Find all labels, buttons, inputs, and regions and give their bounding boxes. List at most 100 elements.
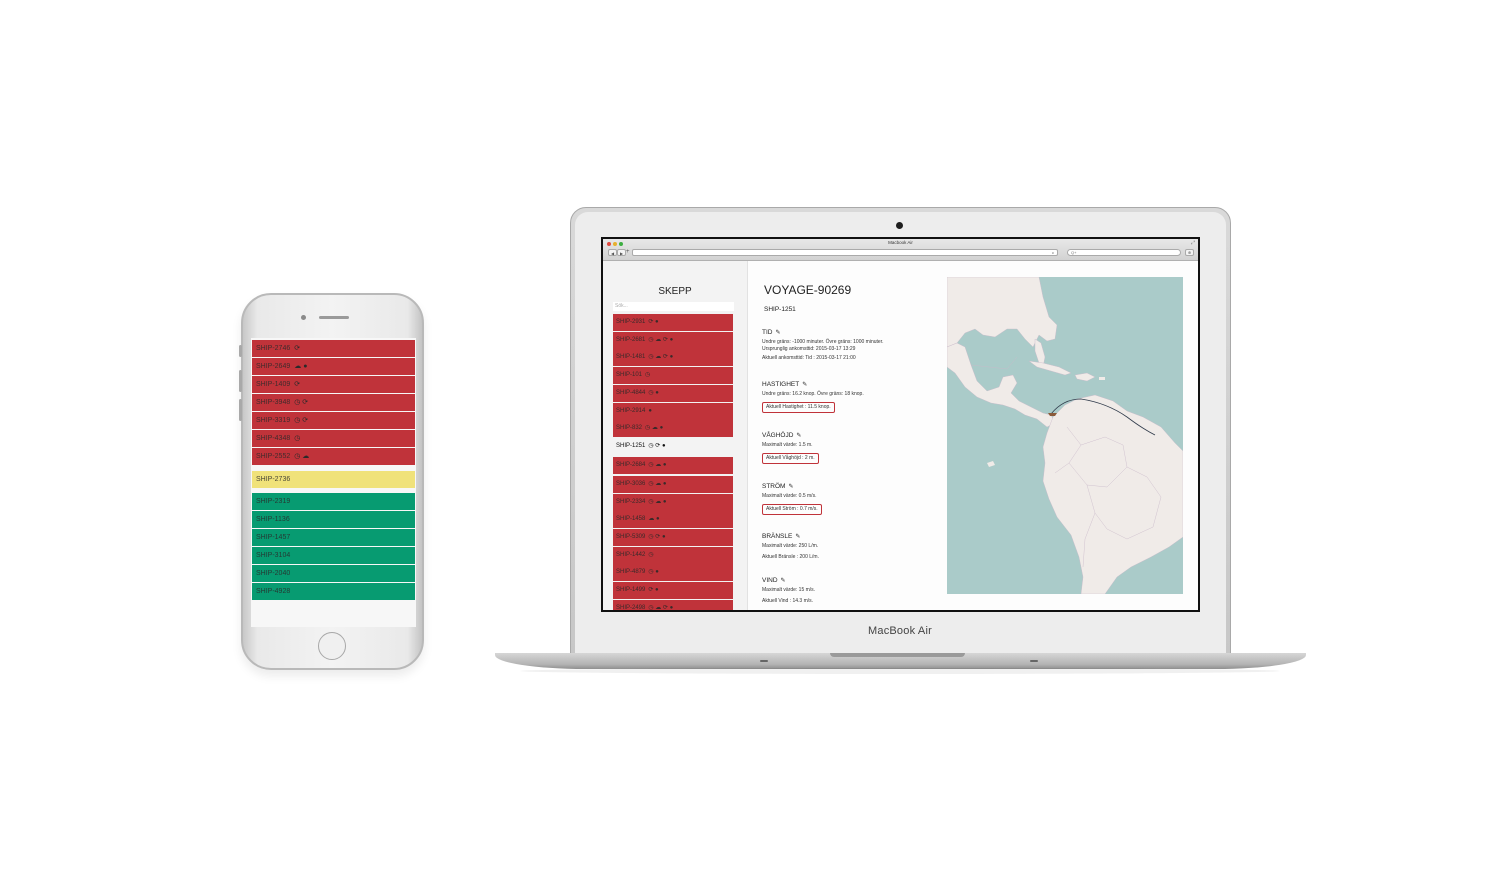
fullscreen-icon[interactable]: ⤢ [1190, 240, 1195, 246]
ship-label: SHIP-1442 [616, 551, 646, 558]
ship-label: SHIP-2931 [616, 319, 646, 325]
sidebar-ship-row[interactable]: SHIP-2334 ◷ ☁ ● [613, 493, 733, 511]
status-icons: ◷ ☁ ● [648, 498, 667, 505]
section-text: Maximalt värde: 15 m/s. [762, 587, 816, 593]
sidebar-ship-row[interactable]: SHIP-832 ◷ ☁ ● [613, 420, 733, 438]
mute-switch [239, 345, 242, 357]
status-icons: ⟳ [294, 345, 301, 352]
section-text: Undre gräns: -1000 minuter. Övre gräns: … [762, 339, 884, 345]
phone-ship-row[interactable]: SHIP-3104 [252, 547, 415, 564]
section-heading-text: VIND [762, 577, 778, 584]
sidebar-ship-row[interactable]: SHIP-2498 ◷ ☁ ⟳ ● [613, 599, 733, 610]
phone-ship-row[interactable]: SHIP-4928 [252, 583, 415, 600]
galapagos-land [987, 461, 995, 467]
phone-ship-row[interactable]: SHIP-2040 [252, 565, 415, 582]
section-heading: HASTIGHET ✎ [762, 381, 807, 388]
sidebar-ship-row[interactable]: SHIP-2914 ● [613, 402, 733, 420]
volume-up-button [239, 370, 242, 392]
ship-label: SHIP-1499 [616, 587, 646, 594]
section-heading-text: TID [762, 329, 773, 336]
ship-label: SHIP-3319 [256, 417, 291, 424]
ship-search-input[interactable]: Sök... [613, 302, 734, 311]
status-icons: ◷ ● [648, 389, 659, 396]
phone-ship-row[interactable]: SHIP-2649 ☁ ● [252, 358, 415, 375]
minimize-window-button[interactable] [613, 242, 617, 246]
ship-marker-icon[interactable] [1048, 413, 1057, 416]
phone-ship-row[interactable]: SHIP-4348 ◷ [252, 430, 415, 447]
status-icons: ◷ ☁ [294, 453, 310, 460]
forward-button[interactable]: ▶ [617, 249, 626, 256]
route-map[interactable] [947, 277, 1183, 594]
sidebar-ship-row[interactable]: SHIP-2931 ⟳ ● [613, 314, 733, 331]
sidebar-ship-row[interactable]: SHIP-4844 ◷ ● [613, 384, 733, 402]
sidebar-ship-row[interactable]: SHIP-5309 ◷ ⟳ ● [613, 529, 733, 546]
ship-label: SHIP-1251 [616, 442, 646, 449]
iphone-device: SHIP-2746 ⟳ SHIP-2649 ☁ ● SHIP-1409 ⟳ SHIP-394… [239, 293, 424, 670]
pencil-icon[interactable]: ✎ [775, 330, 781, 336]
ship-label: SHIP-4348 [256, 435, 291, 442]
voyage-route-line [1050, 398, 1156, 436]
section-text: Aktuell ankomsttid: Tid : 2015-03-17 21:… [762, 355, 856, 361]
status-icons: ◷ ⟳ ● [648, 442, 666, 449]
phone-ship-row[interactable]: SHIP-2319 [252, 493, 415, 510]
phone-ship-row[interactable]: SHIP-1409 ⟳ [252, 376, 415, 393]
pencil-icon[interactable]: ✎ [795, 534, 801, 540]
ship-label: SHIP-4879 [616, 569, 646, 576]
sidebar-ship-row[interactable]: SHIP-1442 ◷ [613, 546, 733, 564]
status-icons: ⟳ [294, 381, 301, 388]
sidebar-ship-row[interactable]: SHIP-1481 ◷ ☁ ⟳ ● [613, 349, 733, 367]
phone-ship-row[interactable]: SHIP-3948 ◷ ⟳ [252, 394, 415, 411]
status-icons: ◷ ☁ ● [645, 425, 664, 432]
maximize-window-button[interactable] [619, 242, 623, 246]
sidebar-ship-row-selected[interactable]: SHIP-1251 ◷ ⟳ ● [613, 438, 733, 455]
reload-icon[interactable]: c [1052, 250, 1054, 255]
phone-ship-row[interactable]: SHIP-1136 [252, 511, 415, 528]
ship-label: SHIP-3036 [616, 480, 646, 487]
laptop-base [495, 653, 1306, 669]
laptop-foot-right [1030, 660, 1038, 662]
status-icons: ◷ ⟳ [294, 417, 309, 424]
browser-toolbar: Macbook Air ⤢ ◀ ▶ + c Q+ ⊕ [603, 239, 1198, 261]
ship-label: SHIP-3948 [256, 399, 291, 406]
sidebar-ship-row[interactable]: SHIP-2681 ◷ ☁ ⟳ ● [613, 331, 733, 349]
sidebar-ship-row[interactable]: SHIP-1499 ⟳ ● [613, 582, 733, 600]
address-bar[interactable]: c [632, 249, 1058, 256]
section-heading-text: HASTIGHET [762, 381, 800, 388]
phone-ship-row[interactable]: SHIP-1457 [252, 529, 415, 546]
section-heading: BRÄNSLE ✎ [762, 533, 800, 540]
section-text: Ursprunglig ankomsttid: 2015-03-17 13:29 [762, 346, 856, 352]
phone-ship-row[interactable]: SHIP-2736 [252, 471, 415, 488]
sidebar-ship-row[interactable]: SHIP-101 ◷ [613, 367, 733, 385]
back-button[interactable]: ◀ [608, 249, 617, 256]
voyage-details: VOYAGE-90269 SHIP-1251 TID ✎ Undre gräns: … [762, 261, 942, 610]
sidebar-ship-row[interactable]: SHIP-2684 ◷ ☁ ● [613, 456, 733, 474]
section-heading-text: VÅGHÖJD [762, 432, 794, 439]
pencil-icon[interactable]: ✎ [802, 382, 808, 388]
phone-ship-row[interactable]: SHIP-2552 ◷ ☁ [252, 448, 415, 465]
pencil-icon[interactable]: ✎ [788, 484, 794, 490]
browser-window: Macbook Air ⤢ ◀ ▶ + c Q+ ⊕ SKEPP Sök... … [603, 239, 1198, 610]
phone-ship-row[interactable]: SHIP-2746 ⟳ [252, 340, 415, 357]
status-icons: ⟳ ● [648, 587, 659, 594]
pencil-icon[interactable]: ✎ [796, 433, 802, 439]
ship-label: SHIP-2498 [616, 604, 646, 610]
sidebar-ship-row[interactable]: SHIP-1458 ☁ ● [613, 511, 733, 529]
sidebar-ship-row[interactable]: SHIP-3036 ◷ ☁ ● [613, 475, 733, 493]
laptop-opening-notch [830, 653, 965, 657]
sidebar-ship-row[interactable]: SHIP-4879 ◷ ● [613, 564, 733, 582]
ship-label: SHIP-2334 [616, 498, 646, 505]
section-heading: STRÖM ✎ [762, 483, 794, 490]
section-heading: VÅGHÖJD ✎ [762, 432, 801, 439]
phone-ship-row[interactable]: SHIP-3319 ◷ ⟳ [252, 412, 415, 429]
section-text: Aktuell Bränsle : 200 L/m. [762, 554, 819, 560]
browser-search-input[interactable]: Q+ [1067, 249, 1181, 256]
extension-button[interactable]: ⊕ [1185, 249, 1194, 256]
close-window-button[interactable] [607, 242, 611, 246]
ship-label: SHIP-2649 [256, 363, 291, 370]
ship-label: SHIP-2746 [256, 345, 291, 352]
map-canvas[interactable] [947, 277, 1183, 594]
section-text: Undre gräns: 16.2 knop. Övre gräns: 18 k… [762, 391, 864, 397]
ship-label: SHIP-2040 [256, 570, 291, 577]
hispaniola-land [1074, 372, 1096, 382]
pencil-icon[interactable]: ✎ [780, 578, 786, 584]
